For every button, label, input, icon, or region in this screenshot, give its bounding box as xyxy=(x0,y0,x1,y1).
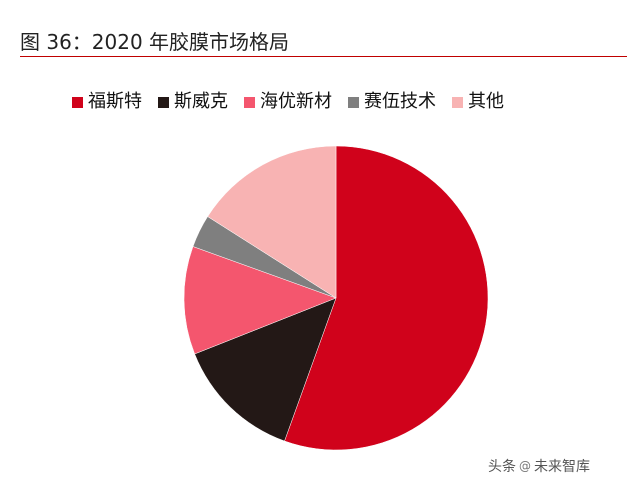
legend-swatch xyxy=(452,96,463,108)
legend-label: 其他 xyxy=(468,91,504,112)
watermark: 头条 @ 未来智库 xyxy=(488,456,590,476)
legend-label: 海优新材 xyxy=(260,91,332,112)
legend-label: 福斯特 xyxy=(88,91,142,112)
legend-label: 赛伍技术 xyxy=(364,91,436,112)
legend-item: 福斯特 xyxy=(72,91,142,113)
pie-slice xyxy=(194,297,337,442)
legend-item: 其他 xyxy=(452,91,504,113)
figure-title-row: 图 36：2020 年胶膜市场格局 xyxy=(20,28,627,56)
pie-slice xyxy=(183,246,337,355)
legend-swatch xyxy=(158,96,169,108)
figure-title: 图 36：2020 年胶膜市场格局 xyxy=(20,30,290,54)
legend-item: 赛伍技术 xyxy=(348,91,436,113)
legend-item: 斯威克 xyxy=(158,91,228,113)
legend-label: 斯威克 xyxy=(174,91,228,112)
title-divider xyxy=(20,56,627,57)
legend-swatch xyxy=(348,96,359,108)
pie-slice xyxy=(284,145,489,451)
legend-swatch xyxy=(244,96,255,108)
pie-slice xyxy=(207,145,337,299)
legend-item: 海优新材 xyxy=(244,91,332,113)
watermark-text-right: 未来智库 xyxy=(534,459,590,475)
chart-legend: 福斯特 斯威克 海优新材 赛伍技术 其他 xyxy=(72,89,520,115)
watermark-text-left: 头条 xyxy=(488,459,516,475)
legend-swatch xyxy=(72,96,83,108)
at-icon: @ xyxy=(519,459,531,473)
